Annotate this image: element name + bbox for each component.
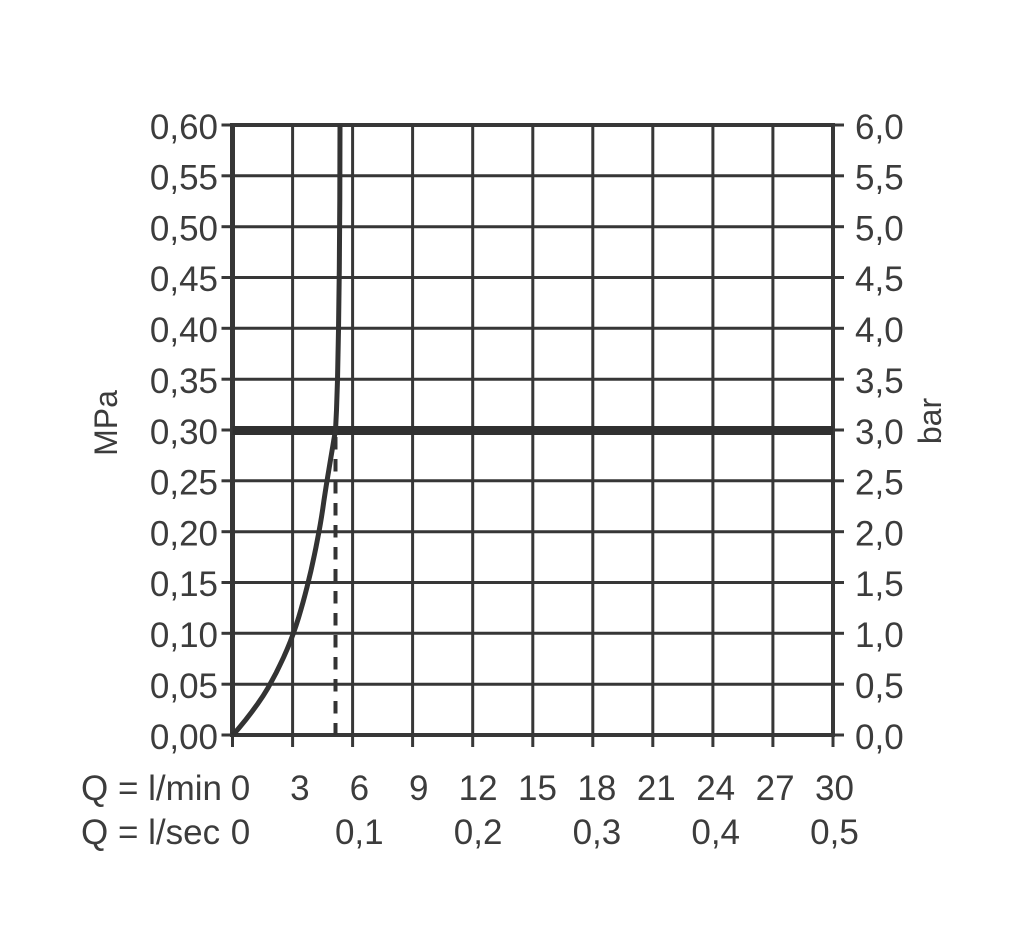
svg-text:Q = l/sec: Q = l/sec xyxy=(81,813,220,852)
svg-text:0,40: 0,40 xyxy=(150,311,218,350)
svg-text:6: 6 xyxy=(350,769,369,808)
svg-text:MPa: MPa xyxy=(88,390,124,456)
svg-text:0,60: 0,60 xyxy=(150,108,218,147)
svg-text:0,2: 0,2 xyxy=(454,813,503,852)
svg-text:6,0: 6,0 xyxy=(855,108,904,147)
svg-text:1,0: 1,0 xyxy=(855,616,904,655)
svg-text:0,5: 0,5 xyxy=(810,813,859,852)
svg-text:5,5: 5,5 xyxy=(855,159,904,198)
svg-text:0,1: 0,1 xyxy=(335,813,384,852)
svg-text:0,45: 0,45 xyxy=(150,260,218,299)
svg-text:30: 30 xyxy=(815,769,854,808)
svg-text:0,55: 0,55 xyxy=(150,159,218,198)
svg-text:0,05: 0,05 xyxy=(150,667,218,706)
svg-text:2,0: 2,0 xyxy=(855,514,904,553)
svg-text:0,50: 0,50 xyxy=(150,209,218,248)
svg-text:0,00: 0,00 xyxy=(150,718,218,757)
svg-text:0: 0 xyxy=(231,769,250,808)
svg-text:0,0: 0,0 xyxy=(855,718,904,757)
svg-text:4,0: 4,0 xyxy=(855,311,904,350)
svg-text:Q = l/min: Q = l/min xyxy=(81,769,222,808)
svg-text:9: 9 xyxy=(409,769,428,808)
svg-text:0,15: 0,15 xyxy=(150,565,218,604)
svg-text:4,5: 4,5 xyxy=(855,260,904,299)
svg-text:0,3: 0,3 xyxy=(573,813,622,852)
svg-text:15: 15 xyxy=(518,769,557,808)
svg-text:3,5: 3,5 xyxy=(855,362,904,401)
svg-text:5,0: 5,0 xyxy=(855,209,904,248)
svg-text:18: 18 xyxy=(577,769,616,808)
svg-text:0,10: 0,10 xyxy=(150,616,218,655)
svg-text:2,5: 2,5 xyxy=(855,464,904,503)
svg-text:0,4: 0,4 xyxy=(691,813,740,852)
svg-text:21: 21 xyxy=(637,769,676,808)
svg-text:0,20: 0,20 xyxy=(150,514,218,553)
svg-text:27: 27 xyxy=(756,769,795,808)
svg-text:0,25: 0,25 xyxy=(150,464,218,503)
svg-text:0: 0 xyxy=(231,813,250,852)
svg-text:0,30: 0,30 xyxy=(150,413,218,452)
svg-text:bar: bar xyxy=(912,398,948,445)
svg-text:12: 12 xyxy=(459,769,498,808)
svg-text:24: 24 xyxy=(696,769,735,808)
svg-text:0,5: 0,5 xyxy=(855,667,904,706)
svg-text:1,5: 1,5 xyxy=(855,565,904,604)
svg-text:3: 3 xyxy=(290,769,309,808)
svg-text:3,0: 3,0 xyxy=(855,413,904,452)
svg-text:0,35: 0,35 xyxy=(150,362,218,401)
